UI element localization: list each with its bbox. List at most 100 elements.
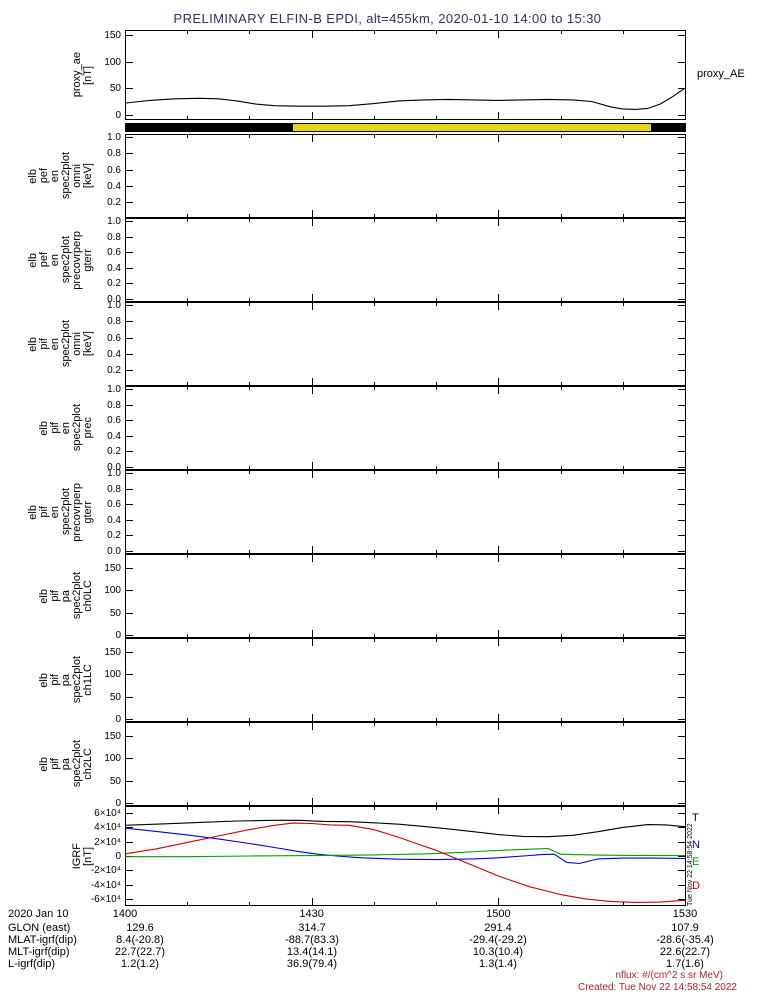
panel-elb-pif-pa-spec2plot-ch2LC (125, 722, 686, 806)
footer-row-value: 1.2(1.2) (121, 958, 159, 970)
ytick-label-igrf: -4×10⁴ (90, 879, 121, 891)
trace-E (125, 847, 686, 858)
ytick-label-elb-pef-en-spec2plot-omni: 0.6 (107, 164, 121, 176)
footer-row-value: -29.4(-29.2) (469, 934, 527, 946)
ytick-label-proxy-ae: 50 (109, 83, 121, 95)
panel-frame (125, 638, 686, 722)
ytick-label-elb-pif-pa-spec2plot-ch1LC: 150 (104, 646, 121, 658)
ytick-label-elb-pif-en-spec2plot-precovrperp-gterr: 0.6 (107, 499, 121, 511)
ytick-label-proxy-ae: 100 (104, 56, 121, 68)
trace-label-N: N (692, 839, 700, 851)
footer-row-value: 10.3(10.4) (472, 946, 524, 958)
ytick-label-elb-pif-pa-spec2plot-ch0LC: 100 (104, 585, 121, 597)
ytick-label-elb-pif-pa-spec2plot-ch0LC: 50 (109, 607, 121, 619)
xtick-1430: 1430 (299, 908, 324, 920)
panel-elb-pif-en-spec2plot-prec (125, 386, 686, 470)
date-label: 2020 Jan 10 (8, 908, 69, 920)
panel-frame (125, 30, 686, 120)
panel-frame (125, 134, 686, 218)
ytick-label-elb-pif-pa-spec2plot-ch2LC: 100 (104, 753, 121, 765)
footer-row-label: MLT-igrf(dip) (8, 946, 70, 958)
ytick-label-elb-pif-en-spec2plot-precovrperp-gterr: 0.8 (107, 483, 121, 495)
footer-row-value: -88.7(83.3) (285, 934, 339, 946)
panel-frame (125, 806, 686, 906)
trace-label-E: E (692, 856, 700, 868)
ytick-label-elb-pif-en-spec2plot-omni: 0.2 (107, 364, 121, 376)
ytick-label-elb-pef-en-spec2plot-precovrperp-gterr: 0.2 (107, 278, 121, 290)
ytick-label-elb-pif-pa-spec2plot-ch2LC: 50 (109, 775, 121, 787)
xtick-1530: 1530 (672, 908, 698, 920)
panel-proxy-ae (124, 30, 686, 120)
trace-label-T: T (692, 812, 699, 824)
ytick-label-elb-pif-pa-spec2plot-ch1LC: 50 (109, 691, 121, 703)
created-timestamp: Created: Tue Nov 22 14:58:54 2022 (577, 982, 737, 993)
ytick-label-igrf: 6×10⁴ (94, 808, 121, 820)
footer-row-value: 1.3(1.4) (479, 958, 517, 970)
ytick-label-elb-pif-en-spec2plot-precovrperp-gterr: 1.0 (107, 468, 121, 480)
trace-T (124, 819, 686, 838)
footer-row-value: 13.4(14.1) (286, 946, 338, 958)
ytick-label-elb-pif-en-spec2plot-precovrperp-gterr: 0.4 (107, 514, 121, 526)
panel-elb-pif-en-spec2plot-omni (125, 302, 686, 386)
band-segment (650, 124, 685, 131)
ytick-label-elb-pif-en-spec2plot-omni: 0.6 (107, 332, 121, 344)
panel-status-band (125, 123, 686, 132)
panel-elb-pif-pa-spec2plot-ch1LC (125, 638, 686, 722)
footer-row-value: 314.7 (298, 922, 326, 934)
footer-row-value: 129.6 (126, 922, 154, 934)
ytick-label-elb-pif-pa-spec2plot-ch0LC: 150 (104, 562, 121, 574)
ytick-label-elb-pif-en-spec2plot-prec: 0.4 (107, 430, 121, 442)
ytick-label-elb-pef-en-spec2plot-omni: 0.8 (107, 148, 121, 160)
ytick-label-elb-pef-en-spec2plot-precovrperp-gterr: 1.0 (107, 216, 121, 228)
plot-title: PRELIMINARY ELFIN-B EPDI, alt=455km, 202… (173, 11, 602, 26)
ytick-label-elb-pif-en-spec2plot-prec: 1.0 (107, 384, 121, 396)
ytick-label-elb-pif-en-spec2plot-omni: 1.0 (107, 300, 121, 312)
ytick-label-elb-pif-en-spec2plot-omni: 0.8 (107, 316, 121, 328)
panel-frame (125, 386, 686, 470)
panel-elb-pef-en-spec2plot-omni (125, 134, 686, 218)
trace-D (124, 822, 686, 903)
footer-row-label: MLAT-igrf(dip) (8, 934, 77, 946)
panel-frame (125, 123, 686, 132)
ytick-label-elb-pef-en-spec2plot-omni: 0.2 (107, 196, 121, 208)
ytick-label-elb-pef-en-spec2plot-precovrperp-gterr: 0.4 (107, 262, 121, 274)
band-segment (125, 124, 293, 131)
footer-row-value: -28.6(-35.4) (656, 934, 714, 946)
ytick-label-elb-pif-pa-spec2plot-ch2LC: 0 (115, 798, 121, 810)
ytick-label-elb-pif-en-spec2plot-precovrperp-gterr: 0.0 (107, 545, 121, 557)
panel-frame (125, 470, 686, 554)
footer-row-value: 291.4 (484, 922, 512, 934)
ytick-label-elb-pef-en-spec2plot-omni: 0.4 (107, 180, 121, 192)
footer-row-value: 1.7(1.6) (666, 958, 704, 970)
footer-row-value: 36.9(79.4) (286, 958, 338, 970)
ytick-label-igrf: -6×10⁴ (90, 893, 121, 905)
ytick-label-elb-pif-en-spec2plot-prec: 0.0 (107, 461, 121, 473)
xtick-1500: 1500 (486, 908, 511, 920)
ytick-label-elb-pif-en-spec2plot-omni: 0.4 (107, 348, 121, 360)
ytick-label-elb-pif-en-spec2plot-precovrperp-gterr: 0.2 (107, 530, 121, 542)
ytick-label-igrf: 0 (115, 851, 121, 862)
panel-elb-pif-en-spec2plot-precovrperp-gterr (125, 470, 686, 554)
footer-row-value: 22.7(22.7) (114, 946, 166, 958)
side-timestamp: Tue Nov 22 14:58:54 2022 (687, 823, 694, 906)
ytick-label-elb-pif-pa-spec2plot-ch2LC: 150 (104, 730, 121, 742)
ytick-label-elb-pif-en-spec2plot-prec: 0.8 (107, 399, 121, 411)
ytick-label-igrf: -2×10⁴ (90, 865, 121, 877)
panel-frame (125, 722, 686, 806)
ytick-label-elb-pef-en-spec2plot-omni: 1.0 (107, 132, 121, 144)
ytick-label-elb-pif-en-spec2plot-prec: 0.6 (107, 415, 121, 427)
ytick-label-elb-pef-en-spec2plot-precovrperp-gterr: 0.0 (107, 293, 121, 305)
trace-label-D: D (692, 880, 700, 892)
trace-proxy_AE (124, 87, 686, 110)
right-label-proxy-ae: proxy_AE (697, 68, 745, 80)
footer-row-label: L-igrf(dip) (8, 958, 56, 970)
ytick-label-elb-pif-pa-spec2plot-ch1LC: 100 (104, 669, 121, 681)
panel-elb-pif-pa-spec2plot-ch0LC (125, 554, 686, 638)
nflux-units-note: nflux: #/(cm^2 s sr MeV) (615, 970, 724, 981)
panel-frame (125, 218, 686, 302)
ytick-label-igrf: 4×10⁴ (94, 822, 121, 834)
panel-frame (125, 554, 686, 638)
ytick-label-elb-pif-pa-spec2plot-ch1LC: 0 (115, 714, 121, 726)
